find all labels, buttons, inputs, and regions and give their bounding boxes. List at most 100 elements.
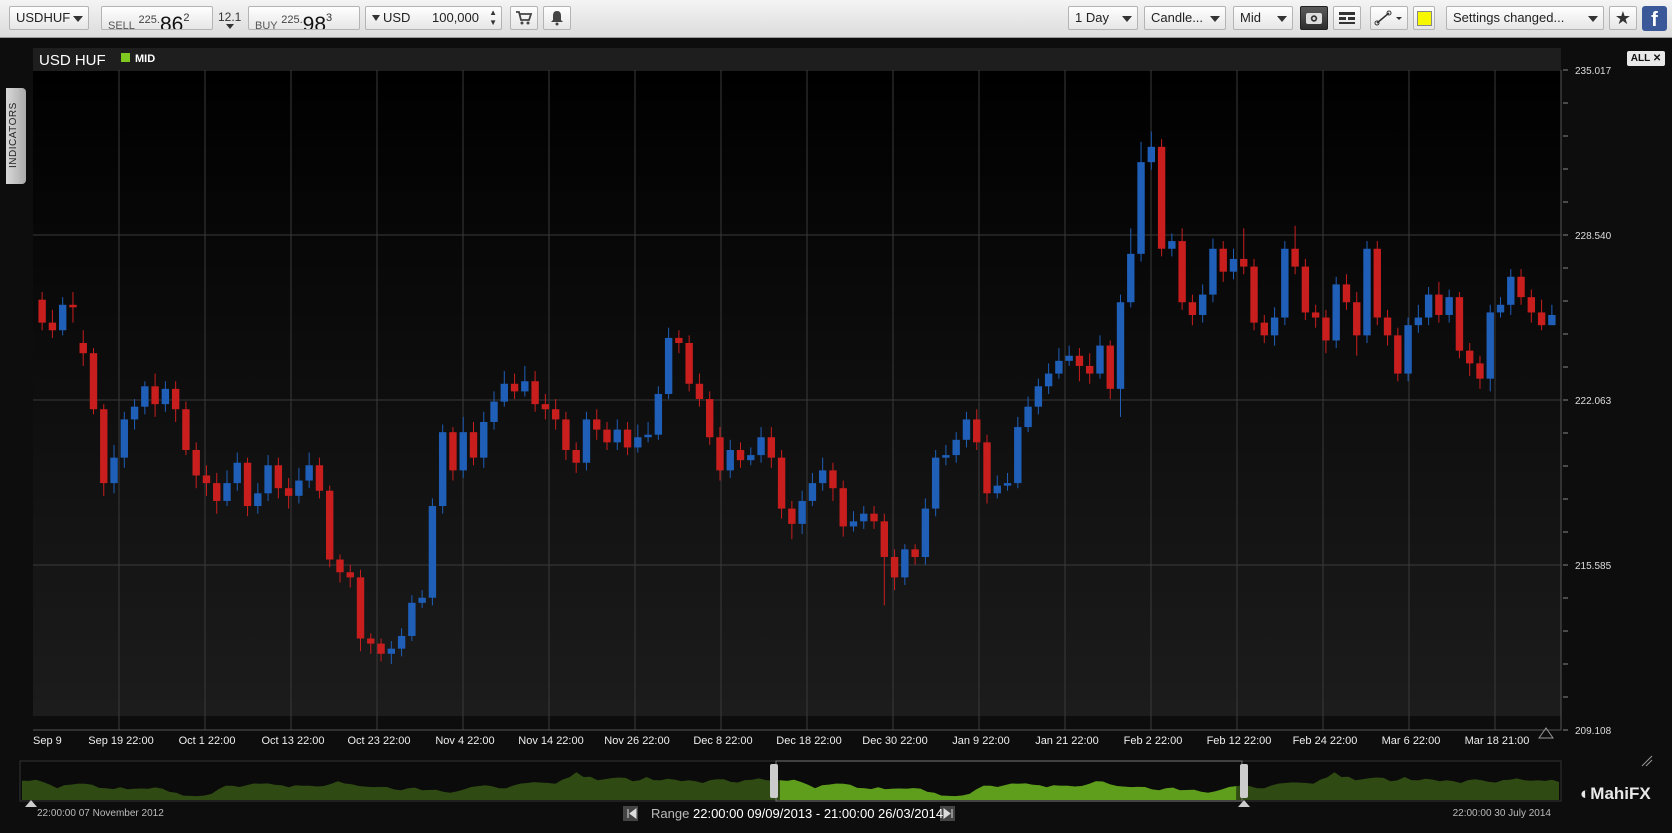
candle-body <box>541 404 550 410</box>
candle-body <box>346 572 354 578</box>
cart-icon <box>516 11 533 25</box>
resize-grip-icon[interactable] <box>1641 755 1653 767</box>
candles <box>38 131 1556 664</box>
x-tick-label: Mar 18 21:00 <box>1465 735 1530 747</box>
candle-body <box>654 393 663 435</box>
candle-body <box>469 432 478 458</box>
alert-button[interactable] <box>543 6 571 30</box>
facebook-button[interactable]: f <box>1642 6 1667 31</box>
candle-body <box>356 577 365 639</box>
sell-label: SELL <box>108 20 135 30</box>
price-type-selector[interactable]: Mid <box>1233 6 1293 30</box>
candle-body <box>870 513 878 522</box>
candlestick-chart[interactable]: 235.017 228.540 222.063 215.585 209.108 Sep … <box>0 38 1672 833</box>
spread-value: 12.1 <box>218 10 242 24</box>
candle-body <box>1476 363 1484 379</box>
navigator[interactable]: 22:00:00 07 November 2012 22:00:00 30 Ju… <box>19 760 1562 821</box>
currency-chevron-icon <box>372 15 380 21</box>
buy-button[interactable]: BUY 225.983 <box>248 6 360 30</box>
candle-body <box>531 381 539 405</box>
sell-button[interactable]: SELL 225.862 <box>101 6 213 30</box>
candle-body <box>1486 312 1494 379</box>
x-tick-label: Jan 9 22:00 <box>952 735 1010 747</box>
candle-body <box>490 401 498 422</box>
candle-body <box>777 457 786 509</box>
candle-body <box>1096 345 1104 374</box>
amount-field[interactable]: USD 100,000 ▲ ▼ <box>365 6 502 30</box>
candle-body <box>675 337 683 344</box>
candle-body <box>459 432 467 471</box>
chevron-down-icon <box>1122 16 1132 22</box>
candle-body <box>849 521 858 527</box>
navigator-start-marker[interactable] <box>25 800 37 807</box>
x-tick-label: Nov 14 22:00 <box>518 735 583 747</box>
candle-body <box>254 493 262 507</box>
x-tick-label: Dec 30 22:00 <box>862 735 927 747</box>
screenshot-button[interactable] <box>1300 6 1328 30</box>
drawing-tool-button[interactable] <box>1370 6 1408 30</box>
candle-body <box>1188 302 1197 315</box>
candle-body <box>747 455 755 461</box>
y-tick-label: 209.108 <box>1575 726 1612 737</box>
trade-cart-button[interactable] <box>510 6 538 30</box>
x-tick-label: Sep 9 <box>33 735 62 747</box>
chart-type-selector[interactable]: Candle... <box>1144 6 1226 30</box>
period-selector[interactable]: 1 Day <box>1068 6 1138 30</box>
x-axis: Sep 9 Sep 19 22:00 Oct 1 22:00 Oct 13 22:00… <box>33 729 1561 747</box>
sell-price-pip: 2 <box>183 12 190 24</box>
candle-body <box>1342 284 1351 303</box>
chart-title: USD HUF <box>39 52 106 69</box>
candle-body <box>880 521 888 557</box>
sell-price-main: 86 <box>159 13 184 30</box>
candle-body <box>1024 406 1032 428</box>
candle-body <box>418 597 426 603</box>
color-swatch <box>1416 11 1432 26</box>
trendline-icon <box>1374 10 1402 26</box>
x-tick-label: Feb 2 22:00 <box>1124 735 1183 747</box>
color-picker-button[interactable] <box>1413 6 1435 30</box>
candle-body <box>1250 266 1258 323</box>
all-label: ALL <box>1630 53 1651 64</box>
candle-body <box>798 500 806 524</box>
x-tick-label: Sep 19 22:00 <box>88 735 153 747</box>
toolbar: USDHUF SELL 225.862 12.1 BUY 225.983 USD… <box>0 0 1672 38</box>
candle-body <box>993 485 1001 494</box>
layout-button[interactable] <box>1333 6 1361 30</box>
candle-body <box>890 556 899 578</box>
favorite-button[interactable]: ★ <box>1609 6 1637 30</box>
symbol-selector[interactable]: USDHUF <box>9 6 89 30</box>
candle-body <box>664 337 673 394</box>
settings-selector[interactable]: Settings changed... <box>1446 6 1604 30</box>
candle-body <box>1229 258 1238 272</box>
candle-body <box>1127 253 1135 303</box>
chart-header: USD HUF MID <box>33 48 1561 70</box>
skip-forward-icon <box>943 808 953 819</box>
navigator-left-handle[interactable] <box>770 764 778 798</box>
all-button[interactable]: ALL ✕ <box>1627 51 1665 66</box>
candle-body <box>962 419 971 440</box>
candle-body <box>233 462 241 484</box>
amount-stepper-icon[interactable]: ▲ ▼ <box>489 8 497 27</box>
candle-body <box>685 343 693 384</box>
y-tick-label: 222.063 <box>1575 396 1612 407</box>
candle-body <box>582 419 591 463</box>
x-tick-label: Oct 13 22:00 <box>262 735 325 747</box>
candle-body <box>726 449 734 471</box>
navigator-end-label: 22:00:00 30 July 2014 <box>1453 808 1552 819</box>
candle-body <box>952 439 960 456</box>
candle-body <box>1281 248 1289 318</box>
currency-label: USD <box>383 10 411 25</box>
brand-name: MahiFX <box>1590 784 1651 803</box>
candle-body <box>1270 317 1279 336</box>
candle-body <box>1424 294 1433 318</box>
navigator-end-marker[interactable] <box>1238 800 1250 807</box>
candle-body <box>1260 322 1268 336</box>
indicators-tab[interactable]: INDICATORS <box>6 88 26 184</box>
y-axis: 235.017 228.540 222.063 215.585 209.108 <box>1560 66 1612 737</box>
navigator-right-handle[interactable] <box>1240 764 1248 798</box>
sell-price-prefix: 225. <box>138 14 160 26</box>
candle-body <box>1332 284 1340 341</box>
candle-body <box>295 480 303 496</box>
candle-body <box>141 386 149 407</box>
candle-body <box>1291 248 1299 267</box>
